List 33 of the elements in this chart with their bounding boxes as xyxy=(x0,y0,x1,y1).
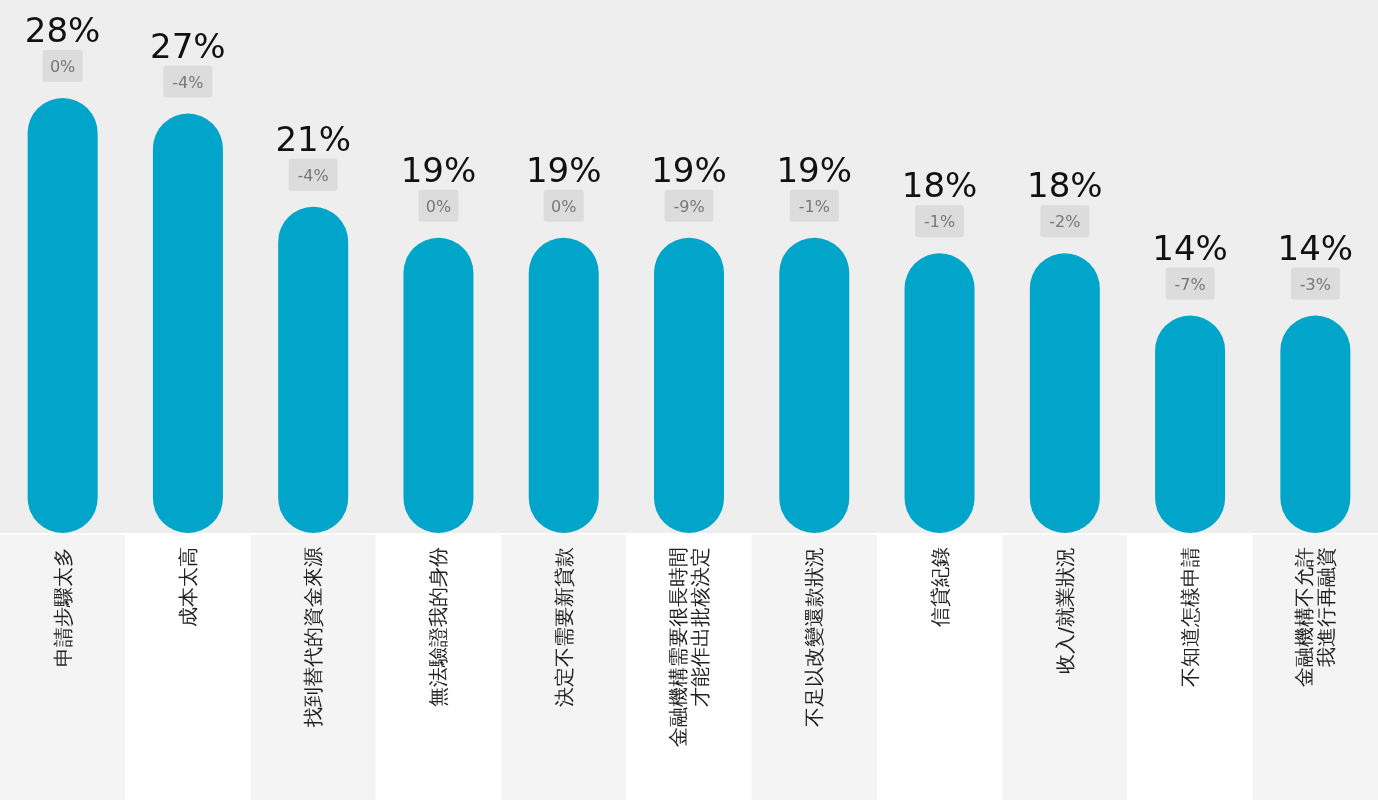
x-tick-label: 申請步驟太多 xyxy=(50,547,75,667)
annotation: 0% xyxy=(551,196,577,216)
data-label: 14% xyxy=(1277,227,1354,268)
data-label: 18% xyxy=(1027,165,1103,206)
annotation: -1% xyxy=(798,196,830,216)
data-label: 28% xyxy=(24,10,101,50)
data-label: 14% xyxy=(1152,227,1228,268)
annotation: -2% xyxy=(1049,212,1081,232)
x-tick-label: 金融機構不允許我進行再融資 xyxy=(1292,547,1339,687)
data-label: 18% xyxy=(901,165,978,206)
x-tick-label: 找到替代的資金來源 xyxy=(301,547,326,728)
text: -4% xyxy=(172,72,204,92)
x-tick-label: 不知道怎樣申請 xyxy=(1178,547,1203,687)
x-tick-label: 信貸紀錄 xyxy=(927,547,952,627)
data-label: 19% xyxy=(651,149,727,190)
x-tick-label: 成本太高 xyxy=(175,547,200,627)
x-tick-label: 無法驗證我的身份 xyxy=(426,547,451,707)
annotation: 0% xyxy=(425,196,452,216)
annotation: -7% xyxy=(1174,274,1206,294)
data-label: 27% xyxy=(150,25,226,66)
x-tick-label: 決定不需要新貸款 xyxy=(551,547,576,707)
x-tick-label: 不足以改變還款狀況 xyxy=(802,547,827,727)
annotation: -9% xyxy=(673,196,705,216)
annotation: -4% xyxy=(297,165,329,185)
data-label: 19% xyxy=(525,149,602,190)
data-label: 19% xyxy=(400,149,477,190)
text: 0% xyxy=(49,57,76,76)
data-label: 21% xyxy=(275,118,351,159)
x-tick-label: 金融機構需要很長時間才能作出批核決定 xyxy=(666,547,712,747)
x-tick-label: 收入/就業狀況 xyxy=(1052,547,1077,674)
annotation: -3% xyxy=(1299,274,1331,294)
data-label: 19% xyxy=(776,149,853,190)
annotation: -1% xyxy=(923,212,956,232)
